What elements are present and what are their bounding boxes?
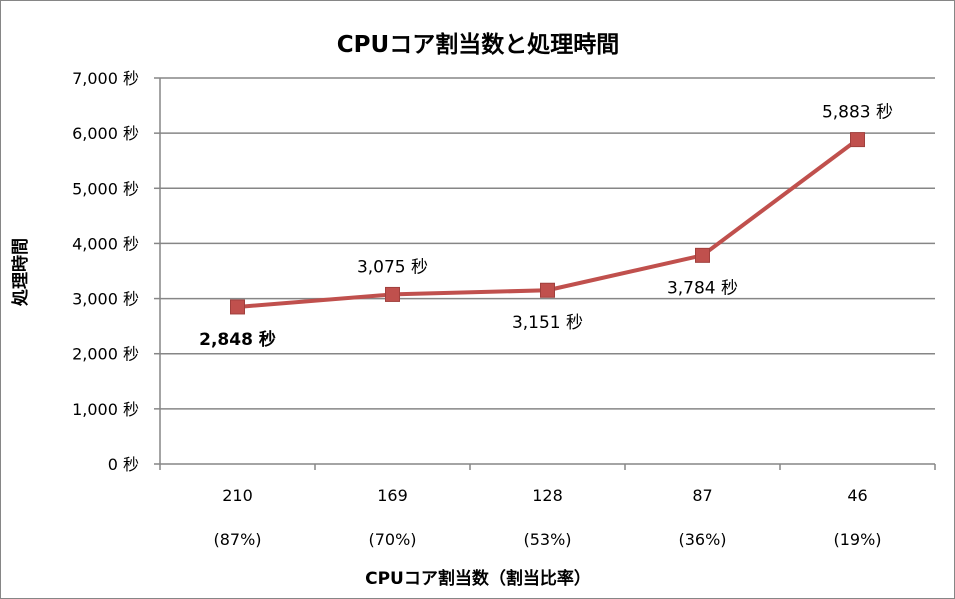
x-axis-title: CPUコア割当数（割当比率） [365,568,591,589]
data-point [695,247,710,263]
y-tick-label: 4,000 秒 [72,234,139,253]
x-tick-sublabel: (70%) [368,530,416,549]
x-tick-label: 210 [222,486,253,505]
series-0 [230,132,865,315]
x-tick-sublabel: (19%) [833,530,881,549]
data-label: 3,075 秒 [357,257,428,277]
chart-title: CPUコア割当数と処理時間 [337,31,619,58]
gridlines [160,77,935,410]
x-tick-label: 87 [692,486,712,505]
data-label: 3,151 秒 [512,313,583,333]
data-labels: 2,848 秒 3,075 秒 3,151 秒 3,784 秒 5,883 秒 [199,103,893,350]
data-point [850,132,865,148]
x-tick-sublabel: (87%) [213,530,261,549]
x-tick-label: 46 [847,486,867,505]
data-point [385,286,400,302]
y-tick-label: 6,000 秒 [72,124,139,143]
x-tick-labels: 210 (87%) 169 (70%) 128 (53%) 87 (36%) 46 (19%) [213,486,881,549]
x-tick-sublabel: (36%) [678,530,726,549]
data-point [230,299,245,315]
y-tick-label: 5,000 秒 [72,179,139,198]
y-axis-title: 処理時間 [10,238,31,307]
x-tick-label: 128 [532,486,563,505]
data-point [540,282,555,298]
y-tick-label: 2,000 秒 [72,345,139,364]
y-tick-label: 3,000 秒 [72,290,139,309]
y-tick-label: 7,000 秒 [72,69,139,88]
data-label: 3,784 秒 [667,278,738,298]
x-tick-sublabel: (53%) [523,530,571,549]
y-tick-labels: 0 秒 1,000 秒 2,000 秒 3,000 秒 4,000 秒 5,000 秒 6,… [72,69,139,474]
y-tick-label: 0 秒 [108,455,139,474]
data-label: 5,883 秒 [822,103,893,123]
y-tick-label: 1,000 秒 [72,400,139,419]
x-tick-label: 169 [377,486,408,505]
data-label: 2,848 秒 [199,329,276,350]
axes [154,77,936,470]
